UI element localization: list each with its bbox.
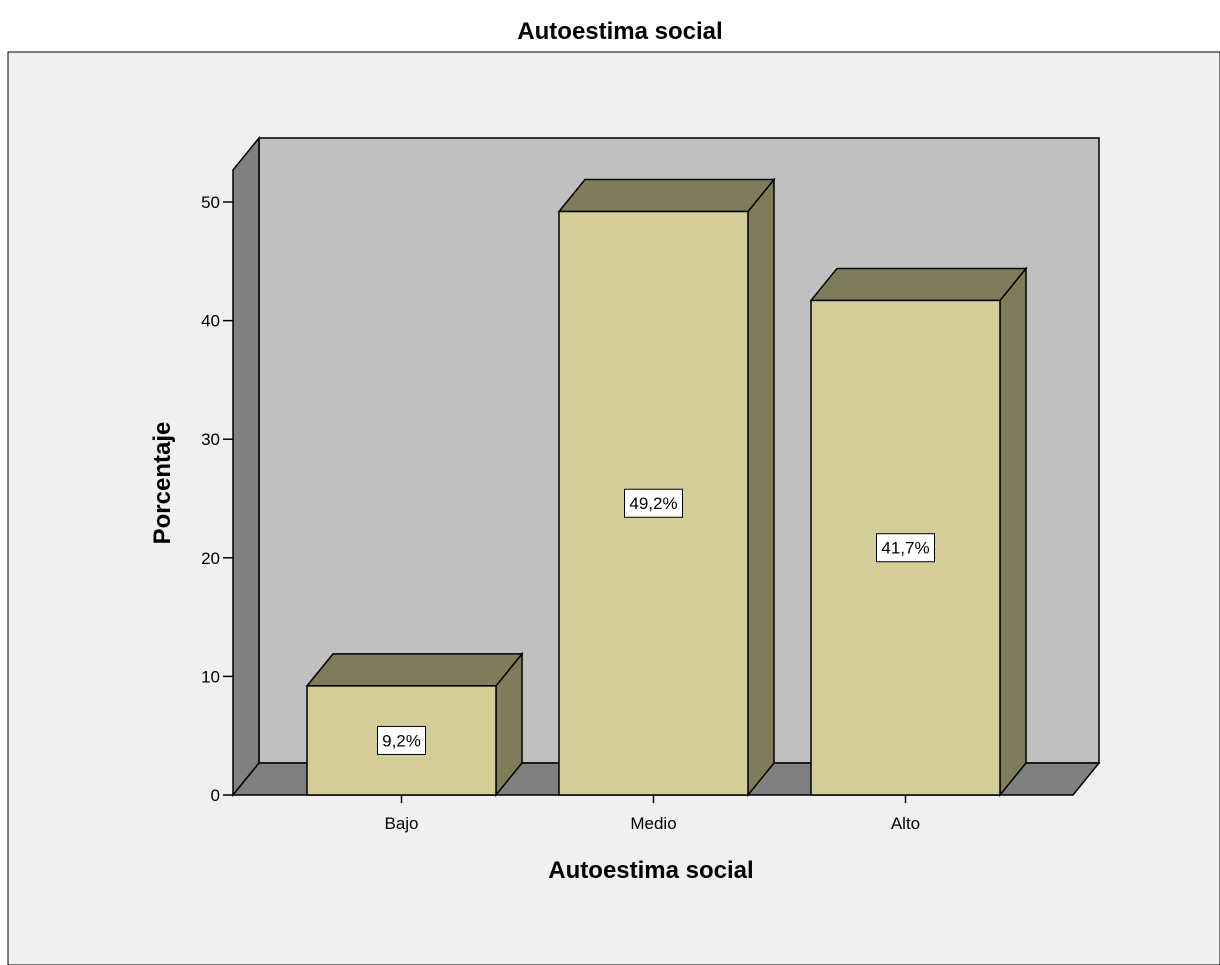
bar-top-face [557, 178, 776, 213]
bar-top-face [809, 267, 1028, 302]
data-label-box [377, 725, 426, 755]
y-axis-title: Porcentaje [149, 422, 176, 545]
x-axis: Bajo Medio Alto [384, 795, 920, 833]
data-label: 9,2% [382, 731, 421, 750]
data-label-box [876, 533, 935, 563]
data-label-box [624, 488, 683, 518]
y-tick-label: 10 [201, 667, 220, 686]
bar-medio: 49,2% [557, 177, 776, 798]
y-tick-label: 50 [201, 193, 220, 212]
chart-title: Autoestima social [517, 18, 722, 45]
y-tick-label: 20 [201, 549, 220, 568]
x-tick-label: Bajo [384, 814, 418, 833]
bar-top-face [305, 653, 524, 687]
bar-bajo: 9,2% [305, 651, 524, 798]
y-tick-label: 30 [201, 430, 220, 449]
bar-series: 9,2% 49,2% 41,7% [305, 177, 1028, 798]
x-axis-title: Autoestima social [548, 857, 753, 884]
x-tick-label: Medio [630, 814, 676, 833]
data-label: 49,2% [629, 494, 677, 513]
y-tick-label: 40 [201, 312, 220, 331]
bar-side-face [999, 266, 1027, 798]
bar-side-face [747, 177, 775, 798]
data-label: 41,7% [881, 539, 929, 558]
side-wall [232, 135, 260, 798]
bar-alto: 41,7% [809, 266, 1028, 798]
x-tick-label: Alto [891, 814, 920, 833]
y-axis: 0 10 20 30 40 50 [201, 172, 234, 805]
y-tick-label: 0 [211, 786, 220, 805]
